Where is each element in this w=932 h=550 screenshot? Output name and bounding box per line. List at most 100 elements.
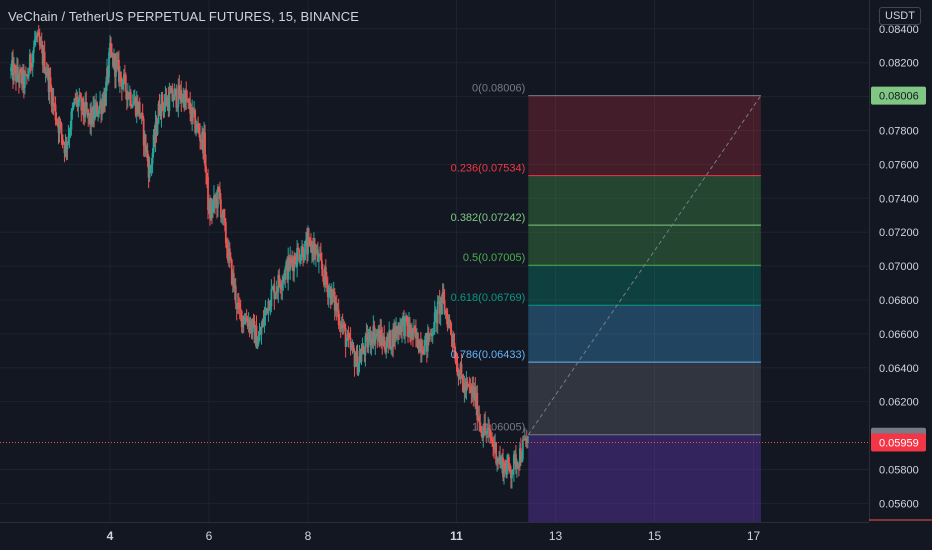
candle-body <box>246 321 249 327</box>
candle-body <box>308 236 310 238</box>
candle-body <box>125 90 128 101</box>
candle-body <box>119 71 121 83</box>
candle-body <box>135 100 138 116</box>
candle-body <box>172 100 175 102</box>
fib-level-label: 0(0.08006) <box>472 83 525 95</box>
candle-body <box>409 323 411 334</box>
candle-body <box>148 166 151 178</box>
fib-zones <box>528 95 761 522</box>
candle-body <box>488 427 491 430</box>
candle-body <box>439 297 442 315</box>
candle-body <box>372 325 375 343</box>
candle-body <box>412 328 414 337</box>
candle-body <box>418 340 421 353</box>
candle-body <box>496 459 498 464</box>
candle-body <box>102 101 104 109</box>
candle-body <box>289 257 292 270</box>
candle-body <box>33 39 36 47</box>
candle-body <box>221 209 224 217</box>
candle-body <box>304 241 306 260</box>
candle-body <box>92 105 95 125</box>
candle-body <box>210 206 212 219</box>
candle-body <box>382 336 385 346</box>
candle-body <box>56 121 59 124</box>
candle-body <box>196 123 199 131</box>
candle-body <box>379 329 382 346</box>
candle-body <box>420 349 423 354</box>
candle-body <box>399 325 401 335</box>
candle-body <box>266 308 269 314</box>
candle-body <box>402 316 404 319</box>
candle-body <box>334 302 337 311</box>
candle-body <box>86 109 89 111</box>
candle-body <box>338 325 341 327</box>
price-axis-tick: 0.05600 <box>879 498 919 510</box>
candle-body <box>188 99 191 103</box>
candle-body <box>247 320 250 327</box>
candle-body <box>280 288 283 290</box>
candle-body <box>232 273 235 289</box>
candle-body <box>245 317 248 322</box>
candle-body <box>44 72 47 74</box>
candle-body <box>19 69 21 83</box>
candle-body <box>88 113 91 117</box>
candle-body <box>506 465 508 475</box>
candle-body <box>28 54 31 73</box>
candle-body <box>479 422 482 426</box>
candle-body <box>474 387 477 407</box>
candle-body <box>360 353 363 362</box>
candle-body <box>523 438 526 441</box>
candle-body <box>251 320 254 333</box>
candle-body <box>508 457 510 465</box>
candle-body <box>331 288 334 297</box>
price-axis-tick: 0.07400 <box>879 193 919 205</box>
candle-body <box>38 36 41 46</box>
candle-body <box>18 77 20 83</box>
candle-body <box>69 129 72 135</box>
candle-body <box>365 333 368 336</box>
candle-body <box>511 474 513 479</box>
candle-body <box>265 308 268 310</box>
fib-zone <box>528 225 761 266</box>
candle-body <box>384 346 387 353</box>
fib-levels[interactable]: 0(0.08006) 0.236(0.07534) 0.382(0.07242) 0.… <box>451 83 762 436</box>
candle-body <box>242 316 245 324</box>
candle-body <box>168 92 171 112</box>
candle-body <box>141 113 144 119</box>
candle-body <box>259 333 262 335</box>
candle-body <box>159 113 162 117</box>
price-axis-tick: 0.08400 <box>879 24 919 36</box>
candle-body <box>91 108 94 125</box>
candle-body <box>443 300 446 314</box>
candle-body <box>112 53 114 67</box>
currency-button[interactable]: USDT <box>879 7 921 25</box>
candle-body <box>206 172 208 177</box>
candle-body <box>449 321 452 330</box>
candle-body <box>510 470 512 479</box>
price-badge <box>871 433 926 452</box>
candle-body <box>454 357 457 363</box>
candle-body <box>236 302 239 309</box>
candle-body <box>522 439 525 441</box>
candle-body <box>74 98 77 101</box>
candle-body <box>398 325 400 335</box>
candle-body <box>390 348 393 350</box>
candle-body <box>23 74 26 88</box>
candle-body <box>244 317 247 323</box>
candle-body <box>480 425 483 433</box>
candle-body <box>273 285 276 300</box>
candle-body <box>110 43 112 52</box>
candle-body <box>229 256 232 260</box>
time-axis-tick: 17 <box>747 529 761 543</box>
candle-body <box>344 327 347 347</box>
candle-body <box>470 387 473 393</box>
price-badge-label: 0.05959 <box>879 438 919 450</box>
candle-body <box>396 326 398 334</box>
candle-body <box>473 387 476 398</box>
candle-body <box>140 113 143 119</box>
fib-trend-line[interactable] <box>527 95 762 436</box>
candle-body <box>272 285 275 289</box>
candle-body <box>364 335 367 356</box>
